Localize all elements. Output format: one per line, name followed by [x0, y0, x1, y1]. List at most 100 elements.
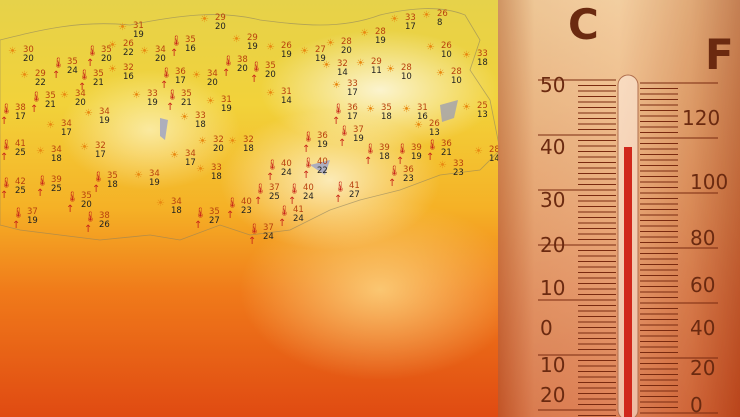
forecast-label: ☀ 33 19	[132, 90, 158, 108]
high-temp: 31	[417, 103, 428, 113]
low-temp: 21	[441, 148, 452, 158]
low-temp: 17	[61, 128, 72, 138]
thermometer-hot-icon: 🌡↑	[248, 224, 261, 247]
thermometer-hot-icon: 🌡↑	[170, 36, 183, 59]
high-temp: 29	[371, 57, 382, 67]
low-temp: 17	[15, 112, 26, 122]
forecast-label: ☀ 31 19	[118, 22, 144, 40]
high-temp: 39	[51, 175, 62, 185]
sun-cloud-icon: ☀	[206, 96, 215, 107]
high-temp: 37	[27, 207, 38, 217]
low-temp: 26	[99, 220, 110, 230]
forecast-label: ☀ 34 20	[140, 46, 166, 64]
forecast-label: ☀ 34 19	[134, 170, 160, 188]
forecast-label: 🌡↑ 38 17	[0, 103, 26, 128]
low-temp: 20	[237, 64, 248, 74]
low-temp: 20	[101, 54, 112, 64]
low-temp: 19	[375, 36, 386, 46]
forecast-label: 🌡↑ 35 16	[170, 36, 196, 60]
low-temp: 19	[281, 50, 292, 60]
forecast-label: ☀ 33 23	[438, 160, 464, 178]
celsius-tick-label: 20	[540, 383, 566, 407]
thermometer-hot-icon: 🌡↑	[334, 182, 347, 205]
low-temp: 18	[195, 120, 206, 130]
high-temp: 41	[15, 139, 26, 149]
forecast-label: 🌡↑ 35 24	[52, 58, 78, 82]
low-temp: 18	[379, 152, 390, 162]
sun-cloud-icon: ☀	[438, 160, 447, 171]
forecast-label: ☀ 31 19	[206, 96, 232, 114]
forecast-label: 🌡↑ 35 27	[194, 208, 220, 232]
low-temp: 23	[403, 174, 414, 184]
low-temp: 17	[95, 150, 106, 160]
thermometer-hot-icon: 🌡↑	[36, 176, 49, 199]
thermometer-hot-icon: 🌡↑	[86, 46, 99, 69]
low-temp: 14	[337, 68, 348, 78]
low-temp: 20	[341, 46, 352, 56]
forecast-label: ☀ 29 22	[20, 70, 46, 88]
low-temp: 18	[381, 112, 392, 122]
celsius-tick-label: 20	[540, 233, 566, 257]
forecast-label: ☀ 27 19	[300, 46, 326, 64]
thermometer-hot-icon: 🌡↑	[388, 166, 401, 189]
forecast-label: 🌡↑ 40 24	[266, 160, 292, 184]
thermometer-hot-icon: 🌡↑	[302, 158, 315, 181]
thermometer-hot-icon: 🌡↑	[266, 160, 279, 183]
high-temp: 29	[35, 69, 46, 79]
low-temp: 27	[349, 190, 360, 200]
sun-cloud-icon: ☀	[196, 164, 205, 175]
high-temp: 25	[477, 101, 488, 111]
sun-cloud-icon: ☀	[108, 64, 117, 75]
high-temp: 41	[349, 181, 360, 191]
high-temp: 38	[237, 55, 248, 65]
low-temp: 17	[185, 158, 196, 168]
forecast-label: ☀ 30 20	[8, 46, 34, 64]
high-temp: 35	[181, 89, 192, 99]
high-temp: 38	[15, 103, 26, 113]
low-temp: 20	[75, 98, 86, 108]
sun-cloud-icon: ☀	[300, 46, 309, 57]
thermometer-tube	[538, 74, 718, 417]
forecast-label: ☀ 28 14	[474, 146, 500, 164]
sun-cloud-icon: ☀	[20, 70, 29, 81]
high-temp: 34	[149, 169, 160, 179]
sun-cloud-icon: ☀	[366, 104, 375, 115]
low-temp: 18	[211, 172, 222, 182]
high-temp: 28	[489, 145, 500, 155]
sun-cloud-icon: ☀	[198, 136, 207, 147]
high-temp: 36	[403, 165, 414, 175]
fahrenheit-tick-label: 100	[690, 170, 729, 194]
thermometer-hot-icon: 🌡↑	[78, 70, 91, 93]
sun-cloud-icon: ☀	[266, 88, 275, 99]
forecast-label: ☀ 26 19	[266, 42, 292, 60]
high-temp: 32	[213, 135, 224, 145]
forecast-label: 🌡↑ 40 23	[226, 198, 252, 222]
forecast-label: 🌡↑ 36 17	[332, 104, 358, 128]
thermometer-hot-icon: 🌡↑	[364, 144, 377, 167]
high-temp: 28	[401, 63, 412, 73]
high-temp: 30	[23, 45, 34, 55]
forecast-label: ☀ 28 19	[360, 28, 386, 46]
high-temp: 34	[171, 197, 182, 207]
forecast-label: ☀ 33 18	[180, 112, 206, 130]
thermometer-hot-icon: 🌡↑	[92, 172, 105, 195]
thermometer-hot-icon: 🌡↑	[396, 144, 409, 167]
low-temp: 14	[489, 154, 500, 164]
forecast-label: 🌡↑ 35 21	[78, 70, 104, 94]
sun-cloud-icon: ☀	[474, 146, 483, 157]
forecast-label: ☀ 32 16	[108, 64, 134, 82]
high-temp: 37	[263, 223, 274, 233]
forecast-label: 🌡↑ 36 21	[426, 139, 452, 164]
sun-cloud-icon: ☀	[386, 64, 395, 75]
high-temp: 36	[441, 139, 452, 149]
high-temp: 42	[15, 177, 26, 187]
sun-cloud-icon: ☀	[46, 120, 55, 131]
high-temp: 32	[123, 63, 134, 73]
thermometer-hot-icon: 🌡↑	[0, 178, 13, 201]
thermometer-hot-icon: 🌡↑	[66, 192, 79, 215]
fahrenheit-tick-label: 0	[690, 393, 703, 417]
low-temp: 25	[15, 148, 26, 158]
high-temp: 28	[451, 67, 462, 77]
low-temp: 27	[209, 216, 220, 226]
celsius-tick-label: 50	[540, 73, 566, 97]
